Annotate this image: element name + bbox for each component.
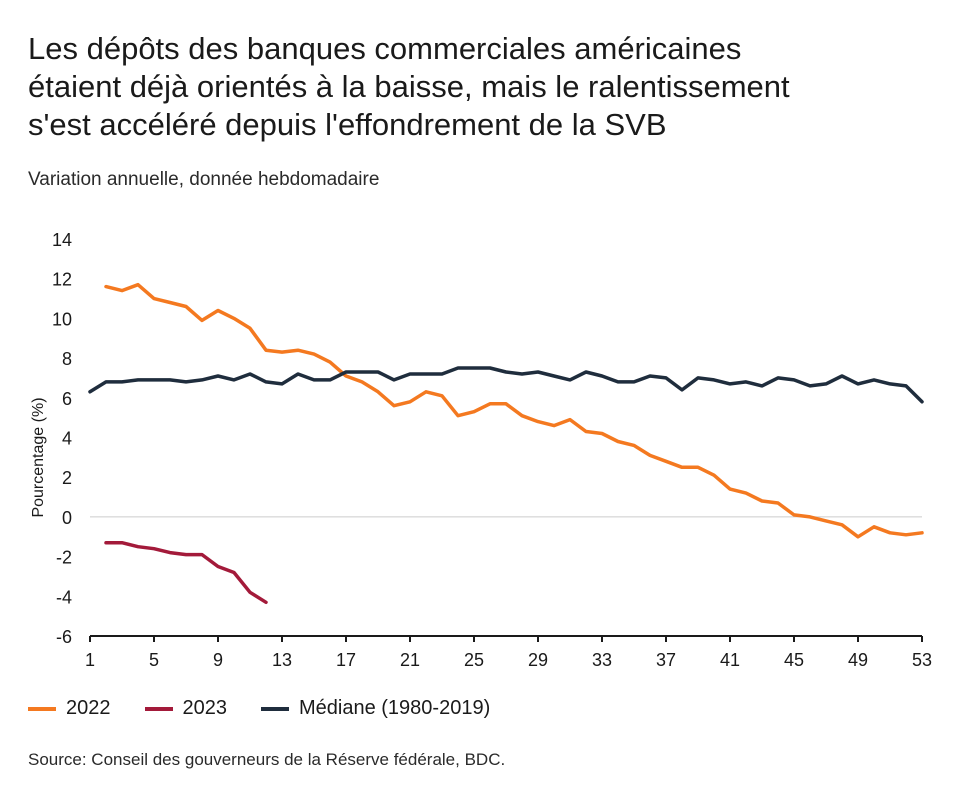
line-chart: 14 12 10 8 6 4 2 0 -2 -4 -6 1 5 9 13 17 21 25 29 33 37 41 45 4…	[30, 230, 932, 670]
chart-title: Les dépôts des banques commerciales amér…	[28, 30, 938, 144]
y-tick-label: 10	[52, 309, 72, 329]
legend-label-2023: 2023	[182, 697, 228, 719]
legend-swatch-2022	[28, 706, 56, 711]
series-line-median	[88, 366, 924, 404]
y-tick-label: 6	[62, 389, 72, 409]
x-tick-label: 45	[784, 650, 804, 670]
legend-swatch-2023	[144, 706, 173, 711]
x-axis-ticks: 1 5 9 13 17 21 25 29 33 37 41 45 49 53	[85, 636, 932, 670]
y-axis-label: Pourcentage (%)	[30, 397, 47, 517]
x-tick-label: 41	[720, 650, 740, 670]
y-tick-label: -4	[56, 587, 72, 607]
x-tick-label: 5	[149, 650, 159, 670]
y-tick-label: 0	[62, 508, 72, 528]
x-tick-label: 49	[848, 650, 868, 670]
chart-subtitle: Variation annuelle, donnée hebdomadaire	[28, 169, 380, 190]
y-tick-label: -2	[56, 548, 72, 568]
chart-title-line-1: Les dépôts des banques commerciales amér…	[28, 31, 742, 66]
x-tick-label: 1	[85, 650, 95, 670]
y-tick-label: 2	[62, 468, 72, 488]
legend-item-2023: 2023	[144, 697, 228, 720]
y-tick-label: 4	[62, 429, 72, 449]
x-tick-label: 53	[912, 650, 932, 670]
legend-label-2022: 2022	[66, 697, 111, 719]
series-line-2022	[104, 282, 924, 539]
x-tick-label: 21	[400, 650, 420, 670]
x-tick-label: 13	[272, 650, 292, 670]
x-tick-label: 37	[656, 650, 676, 670]
x-tick-label: 9	[213, 650, 223, 670]
chart-title-line-2: étaient déjà orientés à la baisse, mais …	[28, 69, 790, 104]
x-tick-label: 25	[464, 650, 484, 670]
legend: 2022 2023 Médiane (1980-2019)	[28, 697, 524, 720]
source-note: Source: Conseil des gouverneurs de la Ré…	[28, 750, 506, 769]
y-tick-label: 14	[52, 230, 72, 250]
y-tick-label: 8	[62, 349, 72, 369]
x-tick-label: 17	[336, 650, 356, 670]
legend-item-median: Médiane (1980-2019)	[261, 697, 490, 720]
legend-label-median: Médiane (1980-2019)	[299, 697, 491, 719]
legend-swatch-median	[261, 706, 289, 711]
y-axis-ticks: 14 12 10 8 6 4 2 0 -2 -4 -6	[52, 230, 72, 647]
series-layer	[88, 282, 924, 605]
y-tick-label: -6	[56, 627, 72, 647]
y-tick-label: 12	[52, 270, 72, 290]
series-line-2023	[104, 540, 268, 605]
chart-title-line-3: s'est accéléré depuis l'effondrement de …	[28, 107, 667, 142]
legend-item-2022: 2022	[28, 697, 111, 720]
x-tick-label: 33	[592, 650, 612, 670]
x-tick-label: 29	[528, 650, 548, 670]
